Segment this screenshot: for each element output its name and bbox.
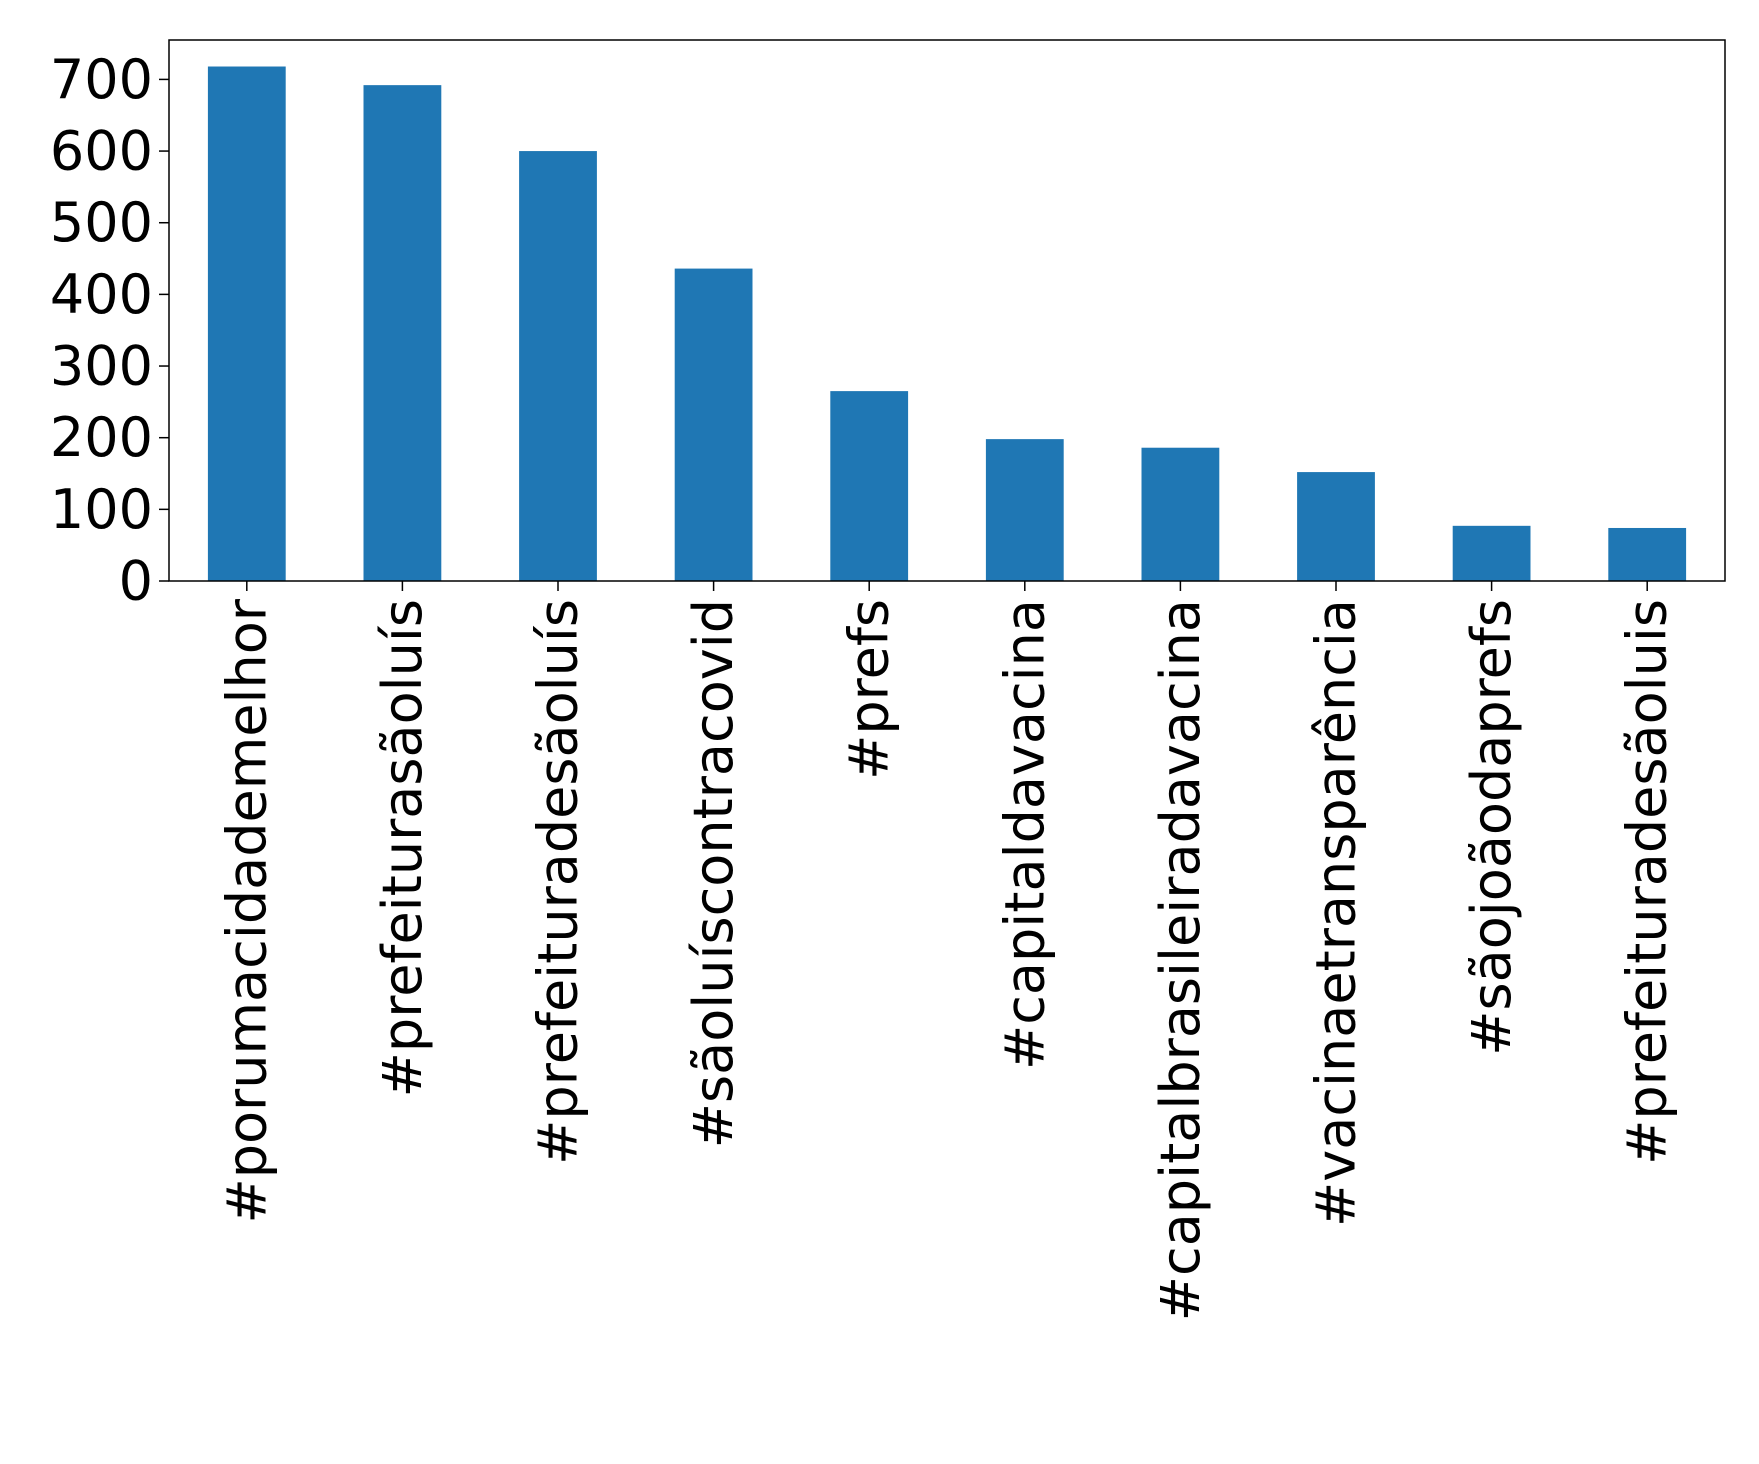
x-tick-label-10: #prefeituradesãoluis	[1616, 599, 1679, 1165]
bar-3	[519, 151, 597, 581]
bar-7	[1141, 447, 1220, 581]
x-tick-label-2: #prefeiturasãoluís	[371, 599, 434, 1097]
bar-10	[1608, 527, 1687, 581]
bar-5	[830, 391, 909, 581]
y-axis-ticks: 0 100 200 300 400 500 600 700	[50, 48, 169, 613]
x-tick-label-9: #sãojoãodaprefs	[1460, 599, 1523, 1056]
x-tick-label-6: #capitaldavacina	[993, 599, 1056, 1070]
y-tick-label-200: 200	[50, 406, 153, 469]
x-axis-ticks: #porumacidademelhor #prefeiturasãoluís #pr…	[215, 581, 1679, 1321]
y-tick-label-400: 400	[50, 263, 153, 326]
bar-6	[985, 439, 1064, 581]
y-tick-label-600: 600	[50, 120, 153, 183]
x-tick-label-7: #capitalbrasileiradavacina	[1149, 599, 1212, 1321]
bar-8	[1297, 472, 1375, 581]
bar-4	[674, 268, 753, 581]
x-tick-label-4: #sãoluíscontracovid	[682, 599, 745, 1148]
y-tick-label-100: 100	[50, 478, 153, 541]
y-tick-label-300: 300	[50, 335, 153, 398]
bar-9	[1452, 525, 1531, 581]
y-tick-label-500: 500	[50, 191, 153, 254]
y-tick-label-0: 0	[119, 550, 153, 613]
bar-1	[207, 66, 286, 582]
plot-frame	[168, 39, 1726, 582]
x-tick-label-3: #prefeituradesãoluís	[527, 599, 590, 1165]
y-tick-label-700: 700	[50, 48, 153, 111]
x-tick-label-5: #prefs	[838, 599, 901, 780]
x-tick-label-1: #porumacidademelhor	[215, 598, 278, 1223]
x-tick-label-8: #vacinaetransparência	[1305, 599, 1368, 1227]
bars-group	[207, 66, 1687, 582]
bar-2	[363, 85, 442, 582]
